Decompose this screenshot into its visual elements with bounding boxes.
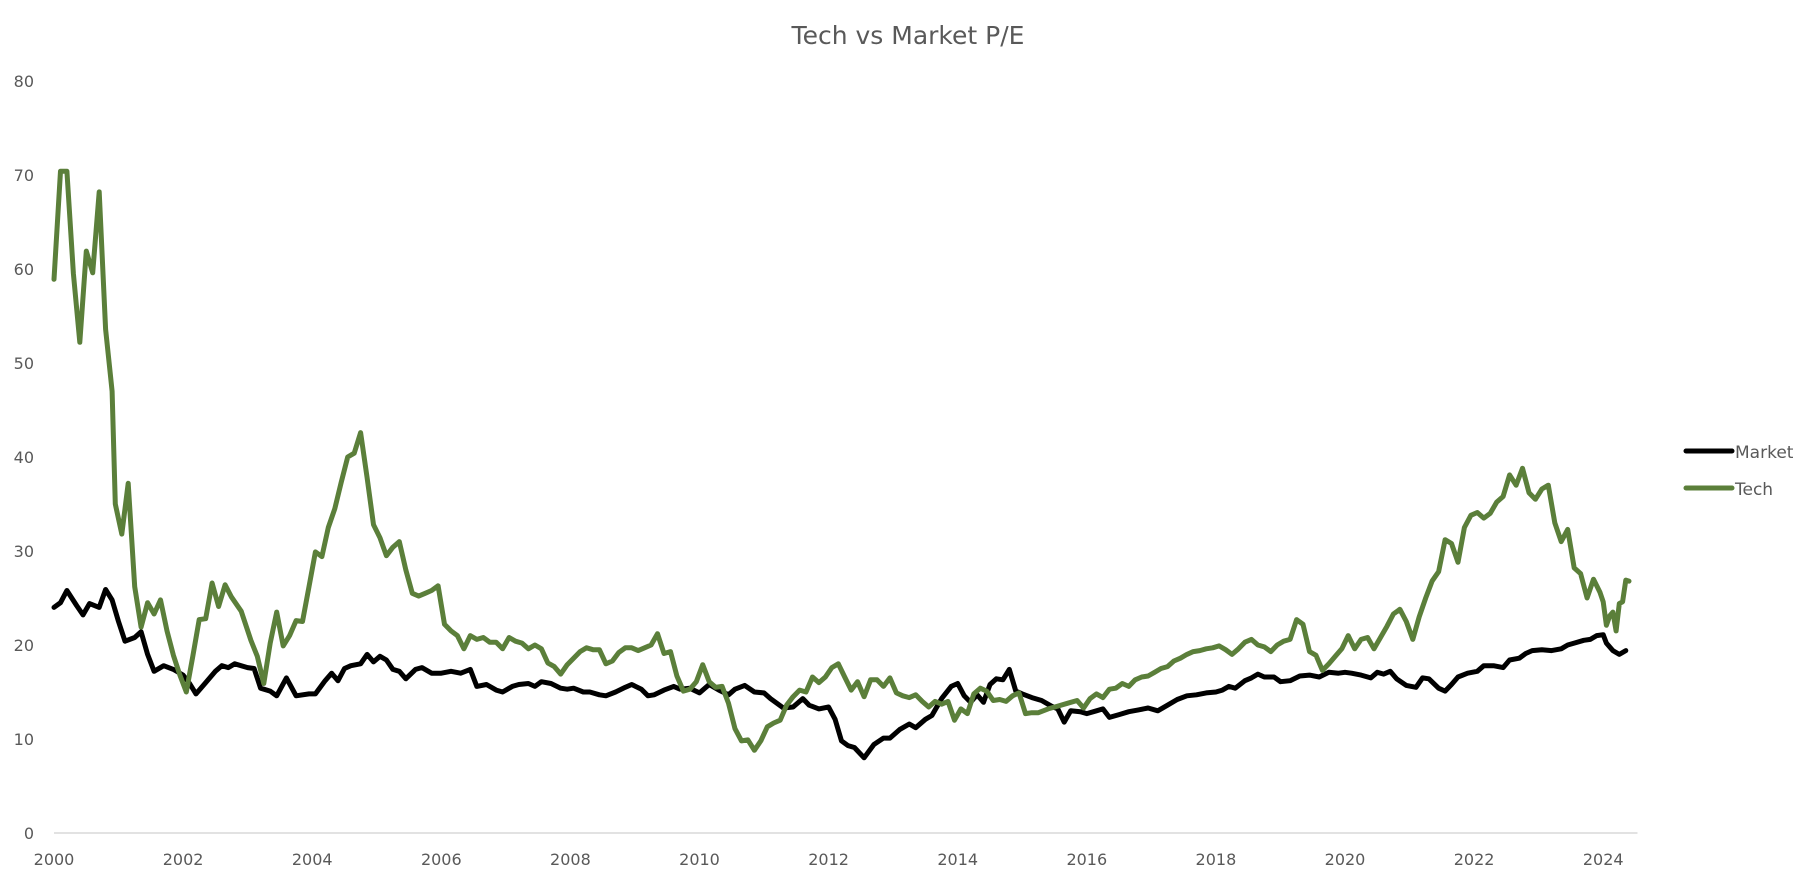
- series-line-tech[interactable]: [51, 168, 1632, 753]
- y-tick-label: 50: [14, 354, 34, 373]
- y-tick-label: 20: [14, 636, 34, 655]
- chart-title: Tech vs Market P/E: [791, 21, 1025, 50]
- y-tick-label: 60: [14, 260, 34, 279]
- legend-label-tech: Tech: [1734, 480, 1773, 500]
- x-tick-label: 2010: [679, 850, 720, 869]
- y-tick-label: 0: [24, 824, 34, 843]
- x-tick-label: 2004: [292, 850, 333, 869]
- y-axis: 0 10 20 30 40 50 60 70 80: [14, 72, 34, 843]
- series-layer: [51, 168, 1632, 761]
- x-tick-label: 2022: [1454, 850, 1495, 869]
- y-tick-label: 30: [14, 542, 34, 561]
- legend-item-tech[interactable]: Tech: [1683, 480, 1773, 500]
- x-axis: 2000 2002 2004 2006 2008 2010 2012 2014 2016 2018…: [34, 850, 1624, 869]
- x-tick-label: 2018: [1196, 850, 1237, 869]
- x-tick-label: 2012: [808, 850, 849, 869]
- y-tick-label: 80: [14, 72, 34, 91]
- legend-label-market: Market: [1735, 443, 1794, 463]
- y-tick-label: 10: [14, 730, 34, 749]
- x-tick-label: 2020: [1325, 850, 1366, 869]
- series-line-market[interactable]: [51, 587, 1629, 761]
- legend: Market Tech: [1683, 443, 1794, 500]
- x-tick-label: 2006: [421, 850, 462, 869]
- x-tick-label: 2016: [1066, 850, 1107, 869]
- x-tick-label: 2008: [550, 850, 591, 869]
- legend-item-market[interactable]: Market: [1683, 443, 1794, 463]
- x-tick-label: 2014: [937, 850, 978, 869]
- x-tick-label: 2000: [34, 850, 75, 869]
- y-tick-label: 40: [14, 448, 34, 467]
- x-tick-label: 2002: [163, 850, 204, 869]
- x-tick-label: 2024: [1583, 850, 1624, 869]
- y-tick-label: 70: [14, 166, 34, 185]
